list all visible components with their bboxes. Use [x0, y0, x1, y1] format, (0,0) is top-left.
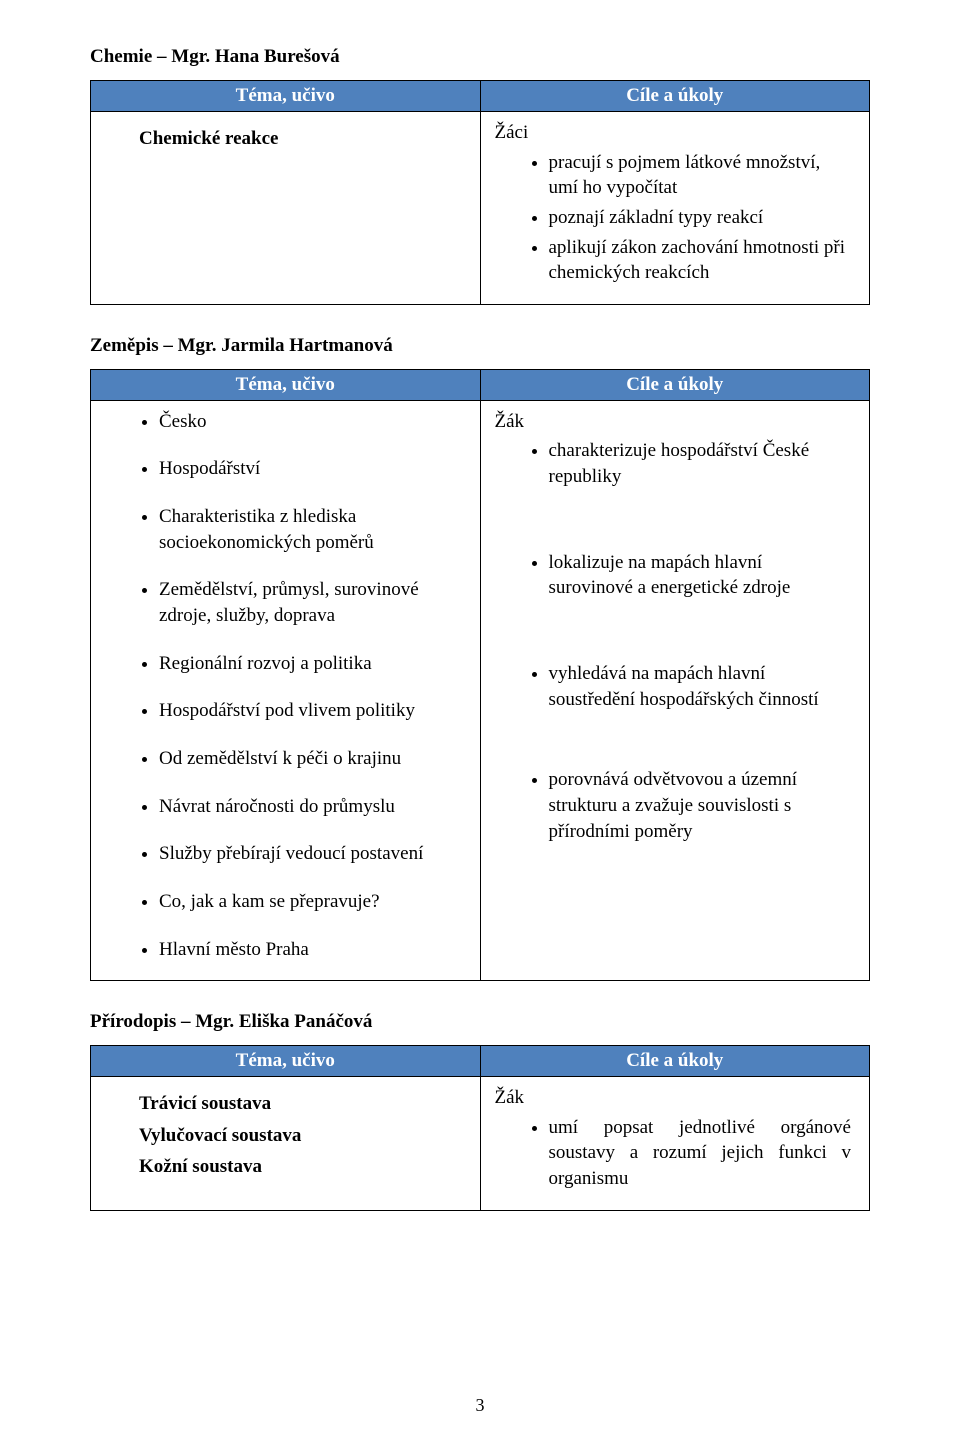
col-header-goals: Cíle a úkoly — [480, 81, 870, 112]
topic-item: Hospodářství pod vlivem politiky — [159, 698, 466, 724]
page-number: 3 — [0, 1395, 960, 1416]
goal-item: umí popsat jednotlivé orgánové soustavy … — [549, 1115, 856, 1192]
col-header-topic: Téma, učivo — [91, 369, 481, 400]
topic-cell: Česko Hospodářství Charakteristika z hle… — [91, 400, 481, 980]
topic-subtitle-line: Vylučovací soustava — [139, 1123, 466, 1149]
topic-item: Česko — [159, 409, 466, 435]
table-geography: Téma, učivo Cíle a úkoly Česko Hospodářs… — [90, 369, 870, 981]
table-header-row: Téma, učivo Cíle a úkoly — [91, 369, 870, 400]
goals-block: porovnává odvětvovou a územní strukturu … — [495, 767, 856, 844]
goals-list: umí popsat jednotlivé orgánové soustavy … — [495, 1115, 856, 1192]
goals-block: lokalizuje na mapách hlavní surovinové a… — [495, 550, 856, 601]
topic-item: Návrat náročnosti do průmyslu — [159, 794, 466, 820]
goal-item: poznají základní typy reakcí — [549, 205, 856, 231]
topic-item: Zemědělství, průmysl, surovinové zdroje,… — [159, 577, 466, 628]
goals-block: vyhledává na mapách hlavní soustředění h… — [495, 661, 856, 712]
goal-item: lokalizuje na mapách hlavní surovinové a… — [549, 550, 856, 601]
goal-item: vyhledává na mapách hlavní soustředění h… — [549, 661, 856, 712]
section-title-biology: Přírodopis – Mgr. Eliška Panáčová — [90, 1011, 870, 1033]
goal-item: pracují s pojmem látkové množství, umí h… — [549, 150, 856, 201]
topic-subtitle-line: Kožní soustava — [139, 1154, 466, 1180]
topic-item: Co, jak a kam se přepravuje? — [159, 889, 466, 915]
topic-list: Česko Hospodářství Charakteristika z hle… — [105, 409, 466, 962]
goal-item: porovnává odvětvovou a územní strukturu … — [549, 767, 856, 844]
topic-item: Charakteristika z hlediska socioekonomic… — [159, 504, 466, 555]
col-header-goals: Cíle a úkoly — [480, 1046, 870, 1077]
goals-list: pracují s pojmem látkové množství, umí h… — [495, 150, 856, 286]
table-header-row: Téma, učivo Cíle a úkoly — [91, 1046, 870, 1077]
topic-item: Regionální rozvoj a politika — [159, 651, 466, 677]
col-header-topic: Téma, učivo — [91, 81, 481, 112]
topic-item: Hospodářství — [159, 456, 466, 482]
col-header-topic: Téma, učivo — [91, 1046, 481, 1077]
section-title-geography: Zeměpis – Mgr. Jarmila Hartmanová — [90, 335, 870, 357]
table-header-row: Téma, učivo Cíle a úkoly — [91, 81, 870, 112]
table-biology: Téma, učivo Cíle a úkoly Trávicí soustav… — [90, 1045, 870, 1211]
goal-item: charakterizuje hospodářství České republ… — [549, 438, 856, 489]
goals-cell: Žák charakterizuje hospodářství České re… — [480, 400, 870, 980]
topic-item: Hlavní město Praha — [159, 937, 466, 963]
col-header-goals: Cíle a úkoly — [480, 369, 870, 400]
goals-lead: Žák — [495, 1085, 856, 1111]
goals-cell: Žáci pracují s pojmem látkové množství, … — [480, 112, 870, 305]
goals-block: charakterizuje hospodářství České republ… — [495, 438, 856, 489]
topic-subtitle-line: Trávicí soustava — [139, 1091, 466, 1117]
page: Chemie – Mgr. Hana Burešová Téma, učivo … — [0, 0, 960, 1436]
section-title-chemistry: Chemie – Mgr. Hana Burešová — [90, 46, 870, 68]
goals-lead: Žáci — [495, 120, 856, 146]
topic-item: Služby přebírají vedoucí postavení — [159, 841, 466, 867]
goals-cell: Žák umí popsat jednotlivé orgánové soust… — [480, 1077, 870, 1211]
topic-item: Od zemědělství k péči o krajinu — [159, 746, 466, 772]
goal-item: aplikují zákon zachování hmotnosti při c… — [549, 235, 856, 286]
topic-cell: Trávicí soustava Vylučovací soustava Kož… — [91, 1077, 481, 1211]
topic-subtitle: Chemické reakce — [139, 126, 466, 152]
goals-lead: Žák — [495, 409, 856, 435]
topic-cell: Chemické reakce — [91, 112, 481, 305]
table-chemistry: Téma, učivo Cíle a úkoly Chemické reakce… — [90, 80, 870, 305]
